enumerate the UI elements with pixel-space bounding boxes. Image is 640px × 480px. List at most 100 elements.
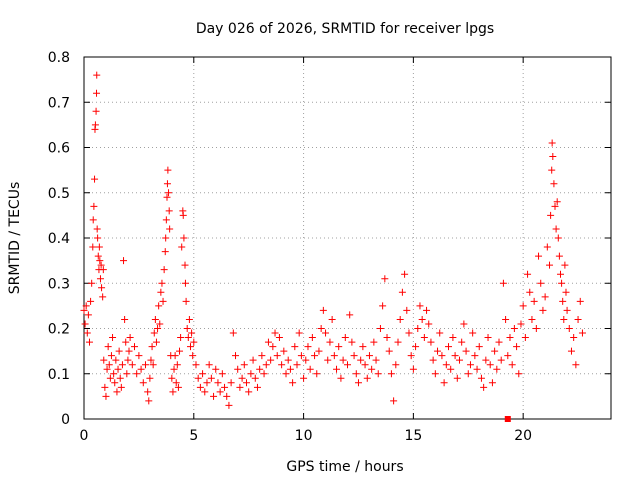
data-point [155,302,163,310]
data-point [166,225,174,233]
data-point [570,334,578,342]
data-point [524,270,532,278]
data-point [225,401,233,409]
data-point [236,383,244,391]
data-point [262,361,270,369]
data-point [253,383,261,391]
data-point [124,356,132,364]
data-point [550,180,558,188]
data-point [383,334,391,342]
data-point [372,356,380,364]
data-point [188,329,196,337]
data-point [284,356,292,364]
data-point [205,361,213,369]
data-point [572,361,580,369]
data-point [526,288,534,296]
data-point [469,329,477,337]
data-point [359,343,367,351]
data-point [189,352,197,360]
data-point [91,121,99,129]
data-point [519,302,527,310]
data-point [330,352,338,360]
data-point [147,356,155,364]
data-point [495,338,503,346]
data-point [87,297,95,305]
data-point [535,252,543,260]
data-point [125,347,133,355]
data-point [341,334,349,342]
data-point [275,334,283,342]
data-point [521,334,529,342]
data-point [112,356,120,364]
data-point [171,352,179,360]
data-point [407,352,415,360]
data-point [302,356,310,364]
data-point [83,329,91,337]
y-tick-label: 0.3 [48,276,70,292]
data-point [548,166,556,174]
data-point [418,315,426,323]
data-point [249,356,257,364]
data-point [221,383,229,391]
data-point [210,392,218,400]
data-point [447,365,455,373]
data-point [94,234,102,242]
data-point [111,379,119,387]
data-point [497,356,505,364]
data-point [128,361,136,369]
axis-ticks [83,56,611,420]
data-point [107,352,115,360]
data-point [403,306,411,314]
data-point [423,306,431,314]
data-point [106,374,114,382]
data-point [158,279,166,287]
data-point [179,211,187,219]
data-point [390,397,398,405]
data-point [295,329,303,337]
data-point [161,248,169,256]
data-point [574,315,582,323]
data-point [537,279,545,287]
data-point [333,365,341,373]
y-tick-label: 0.1 [48,367,70,383]
data-point [311,352,319,360]
y-tick-label: 0.7 [48,95,70,111]
data-point [100,356,108,364]
data-point [88,279,96,287]
data-point [159,297,167,305]
data-point [449,334,457,342]
y-tick-label: 0.6 [48,141,70,157]
data-point [151,315,159,323]
data-point [170,365,178,373]
data-point [440,379,448,387]
data-point [488,379,496,387]
data-point [278,361,286,369]
data-point [348,338,356,346]
data-point [559,297,567,305]
data-point [398,288,406,296]
data-point [96,275,104,283]
data-point [414,325,422,332]
data-point [339,356,347,364]
data-point [543,243,551,251]
data-point [530,297,538,305]
data-point [374,370,382,378]
data-point [558,279,566,287]
data-point [554,234,562,242]
data-point [95,243,103,251]
data-point [178,243,186,251]
chart-title: Day 026 of 2026, SRMTID for receiver lpg… [196,21,494,37]
data-point [91,175,99,183]
data-point [118,361,126,369]
data-point [499,279,507,287]
data-point [504,352,512,360]
data-point [436,329,444,337]
data-point [508,361,516,369]
data-point [245,388,253,396]
data-point [113,388,121,396]
data-point [517,320,525,328]
data-point [84,311,92,319]
data-point [227,379,235,387]
data-point [123,370,131,378]
